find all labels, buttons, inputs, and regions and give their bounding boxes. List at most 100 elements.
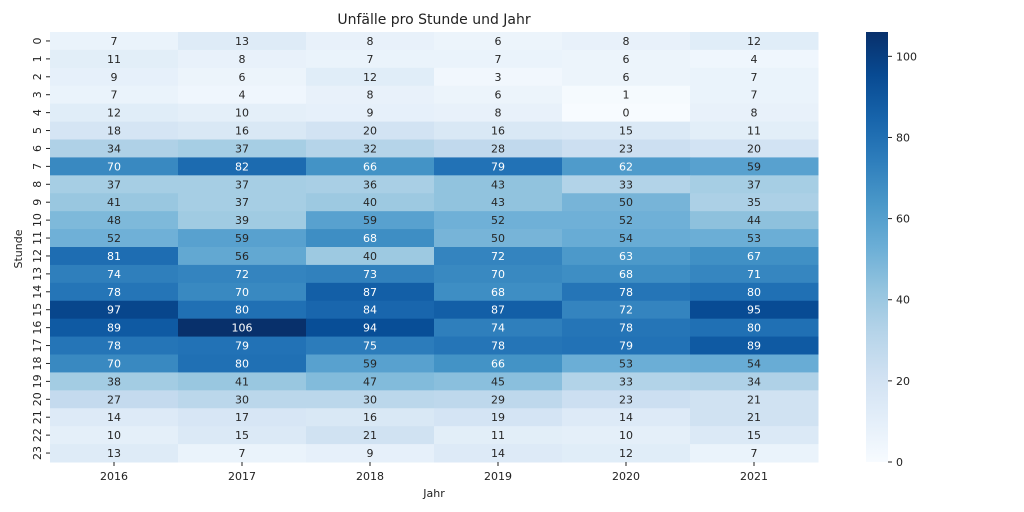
cell-value-label: 72	[235, 268, 249, 281]
heatmap-cell	[50, 193, 179, 212]
cell-value-label: 20	[747, 142, 761, 155]
x-tick-label: 2019	[484, 470, 512, 483]
cell-value-label: 4	[239, 89, 246, 102]
cell-value-label: 50	[619, 196, 633, 209]
cell-value-label: 7	[111, 89, 118, 102]
cell-value-label: 16	[235, 125, 249, 138]
cell-value-label: 68	[491, 286, 505, 299]
heatmap-cell	[690, 336, 819, 355]
y-tick-label: 13	[31, 267, 44, 281]
heatmap-cell	[562, 264, 691, 284]
cell-value-label: 0	[623, 107, 630, 120]
heatmap-cell	[690, 67, 819, 87]
heatmap-cell	[306, 426, 435, 445]
cell-value-label: 59	[747, 160, 761, 173]
heatmap-cell	[434, 121, 563, 140]
cell-value-label: 37	[235, 142, 249, 155]
y-tick-label: 18	[31, 356, 44, 370]
y-tick-label: 1	[31, 55, 44, 62]
y-tick-label: 6	[31, 145, 44, 152]
cell-value-label: 9	[367, 107, 374, 120]
cell-value-label: 38	[107, 375, 121, 388]
heatmap-cell	[562, 390, 691, 409]
heatmap-cell	[178, 229, 307, 248]
cell-value-label: 48	[107, 214, 121, 227]
heatmap-cell	[434, 139, 563, 158]
heatmap-cell	[434, 157, 563, 176]
cell-value-label: 14	[619, 411, 633, 424]
heatmap-cell	[50, 354, 179, 373]
heatmap-cell	[434, 32, 563, 51]
y-tick-label: 0	[31, 37, 44, 44]
heatmap-cell	[562, 103, 691, 123]
heatmap-cell	[306, 139, 435, 158]
y-tick-label: 14	[31, 285, 44, 299]
heatmap-cell	[690, 247, 819, 266]
y-tick-label: 20	[31, 392, 44, 406]
heatmap-cell	[178, 32, 307, 51]
cell-value-label: 37	[235, 178, 249, 191]
heatmap-cell	[690, 426, 819, 445]
cell-value-label: 52	[107, 232, 121, 245]
heatmap-cell	[178, 85, 307, 105]
heatmap-cell	[562, 139, 691, 158]
cell-value-label: 50	[491, 232, 505, 245]
heatmap-cell	[434, 229, 563, 248]
cell-value-label: 8	[367, 89, 374, 102]
cell-value-label: 63	[619, 250, 633, 263]
cell-value-label: 70	[235, 286, 249, 299]
heatmap-cell	[690, 444, 819, 463]
heatmap-cell	[562, 444, 691, 463]
cell-value-label: 43	[491, 196, 505, 209]
heatmap-cell	[178, 336, 307, 355]
cell-value-label: 7	[751, 447, 758, 460]
x-tick-label: 2018	[356, 470, 384, 483]
cell-value-label: 18	[107, 125, 121, 138]
cell-value-label: 7	[239, 447, 246, 460]
heatmap-cell	[50, 372, 179, 391]
colorbar-tick-label: 60	[896, 213, 910, 226]
heatmap-cell	[562, 32, 691, 51]
cell-value-label: 44	[747, 214, 761, 227]
x-axis-label: Jahr	[422, 487, 445, 500]
cell-value-label: 78	[107, 286, 121, 299]
cell-value-label: 80	[235, 357, 249, 370]
y-tick-label: 22	[31, 428, 44, 442]
heatmap-cell	[562, 336, 691, 355]
cell-value-label: 71	[747, 268, 761, 281]
heatmap-cell	[562, 282, 691, 302]
cell-value-label: 3	[495, 71, 502, 84]
cell-value-label: 66	[491, 357, 505, 370]
heatmap-cell	[434, 354, 563, 373]
cell-value-label: 74	[107, 268, 121, 281]
heatmap-cell	[178, 103, 307, 123]
heatmap-cell	[178, 121, 307, 140]
heatmap-cell	[562, 67, 691, 87]
heatmap-cell	[50, 139, 179, 158]
cell-value-label: 33	[619, 178, 633, 191]
y-tick-label: 2	[31, 73, 44, 80]
cell-value-label: 47	[363, 375, 377, 388]
cell-value-label: 78	[619, 286, 633, 299]
cell-value-label: 12	[619, 447, 633, 460]
heatmap-cell	[690, 318, 819, 338]
heatmap-cell	[178, 318, 307, 338]
x-tick-label: 2016	[100, 470, 128, 483]
heatmap-cell	[178, 175, 307, 194]
y-tick-label: 9	[31, 199, 44, 206]
heatmap-cell	[562, 247, 691, 266]
cell-value-label: 80	[235, 304, 249, 317]
heatmap-cell	[434, 247, 563, 266]
heatmap-cell	[690, 408, 819, 427]
heatmap-cell	[306, 318, 435, 338]
cell-value-label: 6	[495, 35, 502, 48]
heatmap-cell	[306, 408, 435, 427]
heatmap-cell	[306, 121, 435, 140]
cell-value-label: 70	[107, 160, 121, 173]
heatmap-cell	[690, 175, 819, 194]
x-tick-label: 2017	[228, 470, 256, 483]
heatmap-cell	[562, 408, 691, 427]
x-axis-ticks: 2016 2017 2018 2019 2020 2021	[100, 462, 768, 483]
cell-value-label: 43	[491, 178, 505, 191]
heatmap-cell	[178, 372, 307, 391]
